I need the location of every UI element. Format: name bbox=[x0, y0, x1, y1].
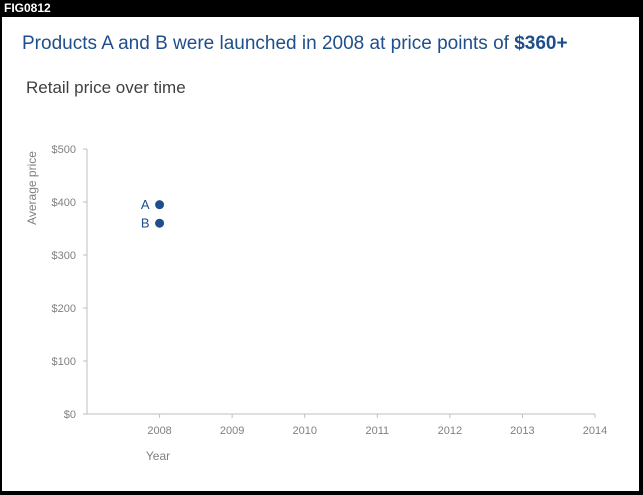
y-tick-label: $300 bbox=[52, 250, 76, 262]
y-axis-title: Average price bbox=[25, 151, 39, 225]
figure-id: FIG0812 bbox=[4, 1, 51, 15]
data-point-label: B bbox=[141, 216, 150, 231]
y-tick-label: $400 bbox=[52, 197, 76, 209]
y-tick-label: $500 bbox=[52, 144, 76, 156]
x-tick-label: 2010 bbox=[292, 425, 316, 437]
x-tick-label: 2012 bbox=[438, 425, 462, 437]
data-point bbox=[155, 218, 165, 228]
x-tick-label: 2008 bbox=[147, 425, 171, 437]
x-tick-label: 2009 bbox=[220, 425, 244, 437]
chart-title: Retail price over time bbox=[26, 78, 186, 97]
x-axis-ticks: 2008 2009 2010 2011 2012 2013 2014 bbox=[147, 414, 607, 437]
x-axis-title: Year bbox=[146, 449, 170, 463]
data-points: AB bbox=[141, 197, 165, 231]
figure-panel bbox=[2, 17, 639, 491]
headline-text: Products A and B were launched in 2008 a… bbox=[22, 33, 515, 54]
data-point-label: A bbox=[141, 197, 150, 212]
data-point bbox=[155, 200, 165, 210]
y-tick-label: $200 bbox=[52, 303, 76, 315]
x-tick-label: 2011 bbox=[365, 425, 389, 437]
x-tick-label: 2014 bbox=[583, 425, 607, 437]
headline-highlight: $360+ bbox=[514, 33, 568, 54]
chart-headline: Products A and B were launched in 2008 a… bbox=[22, 33, 568, 55]
y-axis-ticks: $0 $100 $200 $300 $400 $500 bbox=[52, 144, 87, 421]
y-tick-label: $0 bbox=[64, 409, 76, 421]
y-tick-label: $100 bbox=[52, 356, 76, 368]
x-tick-label: 2013 bbox=[510, 425, 534, 437]
